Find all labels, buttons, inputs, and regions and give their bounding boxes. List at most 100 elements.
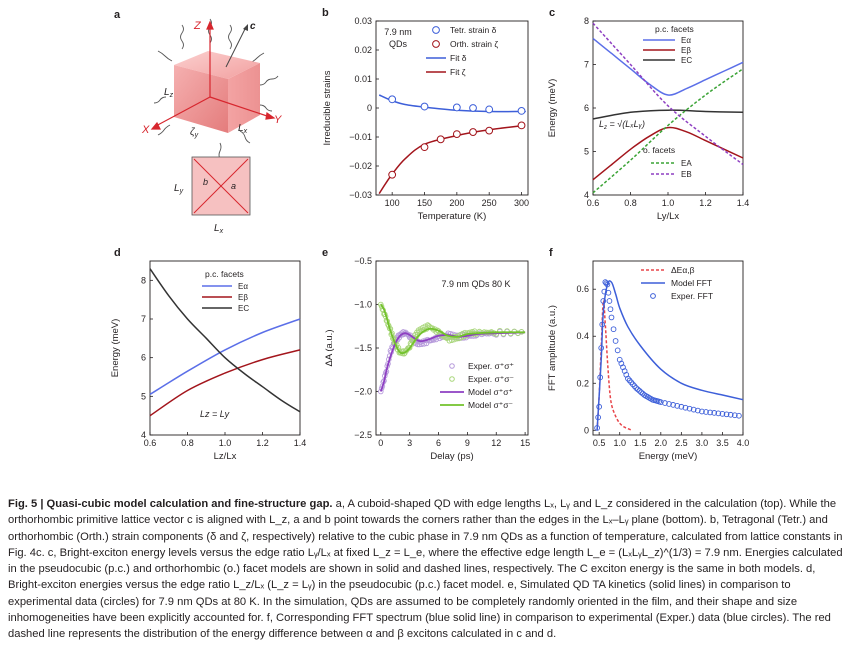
model-line-Model σ⁺σ⁺ [379, 331, 526, 392]
y-tick-label: 7 [141, 314, 146, 324]
series-line-EC [149, 268, 301, 413]
legend-label: Model σ⁺σ⁻ [468, 400, 513, 410]
y-tick-label: −1.0 [354, 300, 372, 310]
series-line-Eα [149, 318, 301, 396]
caption-f: f, Corresponding FFT spectrum (blue soli… [8, 612, 831, 641]
legend-pc-title: p.c. facets [655, 24, 694, 34]
legend-label: EB [681, 170, 692, 179]
y-axis-label: Energy (meV) [110, 319, 121, 378]
exper-fft-point [603, 280, 610, 287]
legend-label: Eα [681, 36, 691, 45]
ligand-lines [153, 18, 279, 160]
orth-strain-point [388, 170, 397, 179]
tetr-strain-point [420, 102, 429, 111]
y-tick-label: 8 [584, 16, 589, 26]
x-axis-label: Lz/Lx [214, 451, 237, 462]
y-tick-label: −0.03 [349, 190, 372, 200]
c-vector [225, 26, 247, 68]
legend-label: Exper. FFT [671, 291, 713, 301]
y-tick-label: −2.5 [354, 430, 372, 440]
x-tick-label: 300 [514, 198, 529, 208]
y-tick-label: 6 [584, 103, 589, 113]
x-tick-label: 15 [520, 438, 530, 448]
exper-fft-point [608, 314, 615, 321]
exper-fft-point [682, 404, 689, 411]
legend-label: Model FFT [671, 278, 712, 288]
chart-energy-vs-ly-lx: 0.6 0.8 1.0 1.2 1.4 4 5 6 7 8 Ly/Lx Energy (meV) p.c… [547, 16, 750, 222]
x-tick-label: 1.4 [737, 198, 750, 208]
panel-label-e: e [322, 247, 329, 259]
y-tick-label: 4 [584, 190, 589, 200]
axis-x-label: X [141, 124, 150, 136]
legend-label: Eβ [681, 46, 691, 55]
exper-point [449, 337, 455, 344]
caption-title: Fig. 5 | Quasi-cubic model calculation a… [8, 498, 333, 510]
cube-side-face [228, 63, 260, 133]
ratio-note: Lz = √(LₓLᵧ) [599, 119, 645, 131]
orth-strain-point [452, 130, 461, 139]
y-tick-label: −0.01 [349, 132, 372, 142]
panel-d: d 0.6 0.8 1.0 1.2 1.4 4 5 6 7 8 Lz/Lx Energy (meV) p… [110, 245, 310, 485]
legend-label: Model σ⁺σ⁺ [468, 387, 513, 397]
exper-fft-point [670, 402, 676, 408]
orth-strain-point [485, 126, 494, 135]
exper-fft-point [719, 410, 726, 417]
legend-label: Fit δ [450, 53, 467, 63]
annotation-size: 7.9 nm [384, 27, 412, 37]
y-tick-label: 6 [141, 353, 146, 363]
annotation-qds: QDs [389, 39, 408, 49]
x-tick-label: 12 [491, 438, 501, 448]
exper-fft-point [606, 298, 613, 304]
x-tick-label: 250 [482, 198, 497, 208]
x-tick-label: 0 [378, 438, 383, 448]
exper-fft-point [694, 407, 701, 414]
exper-fft-point [690, 406, 697, 413]
y-tick-label: 0.02 [354, 45, 372, 55]
x-tick-label: 2.0 [655, 438, 668, 448]
legend-label: Eα [238, 282, 248, 291]
orth-strain-point [517, 121, 526, 130]
exper-fft-point [711, 410, 718, 416]
x-tick-label: 6 [436, 438, 441, 448]
x-tick-label: 0.5 [593, 438, 606, 448]
tetr-strain-point [388, 95, 397, 104]
x-tick-label: 2.5 [675, 438, 688, 448]
fit-zeta-line [378, 124, 525, 195]
y-tick-label: 0.01 [354, 74, 372, 84]
series-line-EB [592, 22, 744, 166]
panel-label-b: b [322, 7, 329, 19]
series-line-Eβ [149, 349, 301, 417]
orth-strain-point [420, 143, 429, 152]
panel-b: b 100 150 200 250 300 0.03 0.02 0.01 0 −0.01 −0.02… [318, 5, 540, 245]
caption-d: d, Bright-exciton energies versus the ed… [8, 563, 816, 592]
caption-a: a, A cuboid-shaped QD with edge lengths … [8, 498, 837, 527]
exper-fft-point [703, 409, 709, 415]
y-axis-label: FFT amplitude (a.u.) [547, 305, 558, 391]
x-axis-label: Delay (ps) [430, 451, 473, 462]
y-tick-label: 0 [584, 425, 589, 435]
legend-label: Tetr. strain δ [450, 25, 497, 35]
square-ly-label: Ly [174, 183, 184, 195]
y-tick-label: −0.02 [349, 161, 372, 171]
exper-fft-point [736, 412, 742, 419]
model-fft-line [596, 280, 744, 431]
orth-strain-point [469, 128, 477, 136]
legend-label: ΔEα,β [671, 265, 695, 275]
caption-e: e, Simulated QD TA kinetics (solid lines… [8, 579, 798, 625]
exper-fft-point [636, 387, 643, 394]
y-tick-label: 5 [584, 147, 589, 157]
cube-front-face [174, 65, 228, 133]
plot-frame [592, 260, 744, 436]
x-axis-label: Energy (meV) [639, 451, 698, 462]
legend-label: EC [681, 56, 692, 65]
y-tick-label: 0.03 [354, 16, 372, 26]
exper-fft-point [598, 345, 605, 351]
ratio-note: Lz = Ly [200, 409, 230, 419]
exper-fft-point [594, 425, 600, 431]
exper-fft-point [662, 400, 668, 406]
x-axis-label: Ly/Lx [657, 211, 680, 222]
chart-ta-kinetics: 0 3 6 9 12 15 −0.5 −1.0 −1.5 −2.0 −2.5 Delay (ps) ΔA… [324, 256, 530, 462]
panel-c: c 0.6 0.8 1.0 1.2 1.4 4 5 6 7 8 Ly/Lx Energy (meV) p… [543, 5, 753, 245]
exper-fft-point [686, 405, 693, 412]
x-tick-label: 4.0 [737, 438, 750, 448]
